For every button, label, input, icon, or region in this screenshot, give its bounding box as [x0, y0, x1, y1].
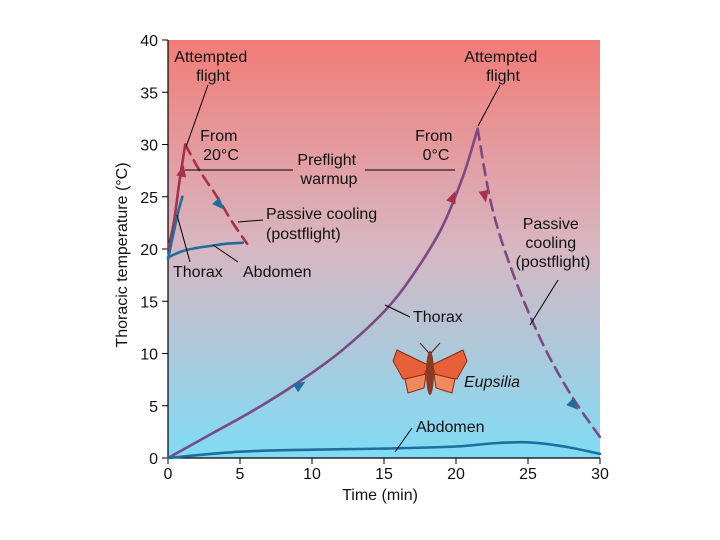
moth-body [426, 351, 434, 395]
moth-left-hindwing [404, 373, 427, 394]
leader-lines [176, 84, 559, 453]
y-tick-label: 10 [140, 347, 158, 364]
y-tick-label: 25 [140, 190, 158, 207]
annotation-thorax-left: Thorax [173, 264, 223, 281]
passive-right-line1: Passive [523, 216, 579, 233]
direction-arrow-1 [212, 197, 224, 210]
x-ticks: 0 5 10 15 20 25 30 [164, 458, 609, 483]
y-tick-label: 15 [140, 294, 158, 311]
from0-line1: From [415, 128, 452, 145]
series-line-0 [166, 143, 187, 251]
moth-antenna-left [419, 342, 430, 354]
y-tick-label: 0 [149, 451, 158, 468]
attempted-left-line2: flight [196, 68, 230, 85]
annotation-passive-cooling-right: Passive cooling (postflight) [516, 216, 591, 271]
y-ticks: 0 5 10 15 20 25 30 35 40 [140, 33, 168, 468]
y-tick-label: 35 [140, 85, 158, 102]
preflight-line1: Preflight [297, 152, 356, 169]
preflight-line2: warmup [300, 171, 358, 188]
leader-abdomen-bottom [394, 427, 413, 453]
direction-arrow-2 [292, 381, 306, 393]
x-tick-label: 5 [236, 466, 245, 483]
from20-line1: From [200, 128, 237, 145]
leader-abdomen-left [212, 244, 239, 263]
from20-line2: 20°C [203, 147, 239, 164]
moth-right-hindwing [433, 373, 456, 394]
from0-line2: 0°C [423, 147, 450, 164]
x-tick-label: 15 [375, 466, 393, 483]
plot-background [168, 40, 600, 458]
series-line-1 [183, 143, 249, 246]
series-line-3 [166, 241, 245, 259]
leader-attempted-right [477, 84, 501, 127]
x-tick-label: 0 [164, 466, 173, 483]
moth-antenna-right [430, 342, 441, 354]
leader-thorax-mid [384, 304, 411, 318]
annotation-from-20: From 20°C [200, 128, 242, 164]
leader-passive-left [237, 219, 264, 223]
annotation-thorax-mid: Thorax [413, 309, 463, 326]
passive-right-line2: cooling [525, 235, 576, 252]
y-tick-label: 30 [140, 138, 158, 155]
leader-thorax-left [176, 214, 191, 263]
passive-left-line1: Passive cooling [266, 206, 377, 223]
series-line-6 [166, 440, 602, 460]
annotation-abdomen-bottom: Abdomen [416, 419, 485, 436]
direction-arrow-4 [478, 189, 489, 203]
y-tick-label: 5 [149, 399, 158, 416]
annotation-preflight-warmup: Preflight warmup [297, 152, 360, 188]
moth-illustration [392, 342, 468, 395]
x-axis-label: Time (min) [342, 487, 418, 504]
passive-right-line3: (postflight) [516, 254, 591, 271]
x-tick-label: 20 [447, 466, 465, 483]
annotation-from-0: From 0°C [415, 128, 457, 164]
annotation-abdomen-left: Abdomen [243, 264, 312, 281]
y-axis-label: Thoracic temperature (°C) [114, 162, 131, 347]
attempted-right-line2: flight [486, 68, 520, 85]
y-tick-label: 40 [140, 33, 158, 50]
series-line-2 [166, 195, 184, 261]
attempted-left-line1: Attempted [174, 49, 247, 66]
direction-arrow-5 [566, 397, 579, 410]
annotation-passive-cooling-left: Passive cooling (postflight) [266, 206, 382, 243]
y-tick-label: 20 [140, 242, 158, 259]
attempted-right-line1: Attempted [464, 49, 537, 66]
passive-left-line2: (postflight) [266, 226, 341, 243]
direction-arrow-3 [446, 191, 456, 205]
leader-passive-right [529, 279, 559, 326]
series-group [166, 127, 602, 460]
x-tick-label: 30 [591, 466, 609, 483]
x-tick-label: 10 [303, 466, 321, 483]
leader-attempted-left [185, 84, 209, 148]
series-line-5 [476, 127, 602, 439]
x-tick-label: 25 [519, 466, 537, 483]
direction-arrow-0 [176, 164, 187, 178]
annotation-species: Eupsilia [464, 374, 520, 391]
annotation-attempted-flight-right: Attempted flight [464, 49, 541, 85]
arrow-group [176, 164, 579, 410]
annotation-attempted-flight-left: Attempted flight [174, 49, 251, 85]
